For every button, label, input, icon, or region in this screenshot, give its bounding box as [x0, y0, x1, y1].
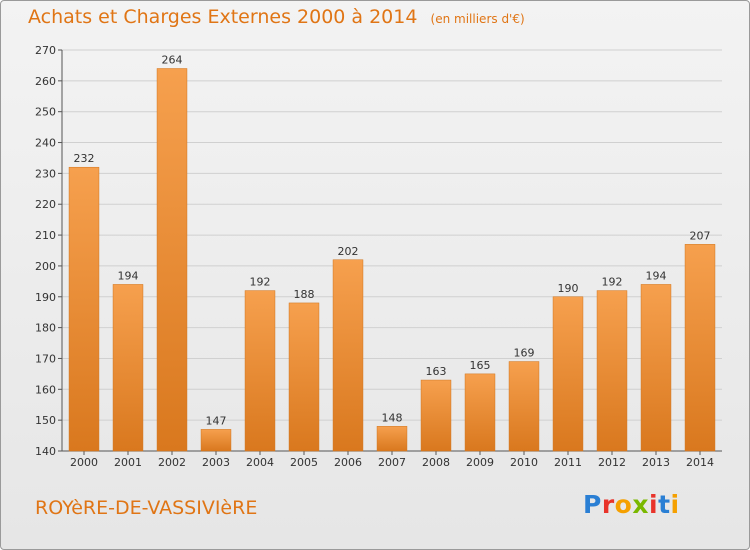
proxiti-logo[interactable]: Proxiti [583, 490, 680, 519]
x-tick-label: 2005 [290, 456, 318, 469]
chart-title-row: Achats et Charges Externes 2000 à 2014 (… [28, 6, 525, 28]
logo-letter: o [614, 490, 633, 519]
y-tick-label: 200 [35, 260, 56, 273]
bar [640, 284, 672, 452]
bar-value-label: 192 [250, 276, 271, 289]
bar-value-label: 192 [602, 276, 623, 289]
y-tick-label: 160 [35, 383, 56, 396]
x-tick-label: 2004 [246, 456, 274, 469]
bar [464, 373, 496, 452]
bar [200, 429, 232, 452]
bar-value-label: 264 [162, 54, 183, 67]
bar-value-label: 169 [514, 347, 535, 360]
y-tick-label: 250 [35, 106, 56, 119]
x-tick-label: 2006 [334, 456, 362, 469]
bar-value-label: 194 [646, 269, 667, 282]
y-tick-label: 230 [35, 167, 56, 180]
logo-letter: i [649, 490, 659, 519]
chart-title: Achats et Charges Externes 2000 à 2014 [28, 6, 418, 28]
y-tick-label: 240 [35, 137, 56, 150]
bar [684, 244, 716, 452]
x-tick-label: 2011 [554, 456, 582, 469]
y-tick-label: 140 [35, 445, 56, 458]
x-tick-label: 2008 [422, 456, 450, 469]
bar-value-label: 165 [470, 359, 491, 372]
place-name: ROYèRE-DE-VASSIVIèRE [35, 497, 258, 519]
bar-value-label: 190 [558, 282, 579, 295]
bar-value-label: 188 [294, 288, 315, 301]
bar [288, 302, 320, 452]
x-tick-label: 2002 [158, 456, 186, 469]
y-tick-label: 260 [35, 75, 56, 88]
bar [552, 296, 584, 452]
bar [68, 166, 100, 452]
y-tick-label: 180 [35, 322, 56, 335]
bar [420, 379, 452, 452]
bar [156, 68, 188, 452]
x-tick-label: 2007 [378, 456, 406, 469]
x-tick-label: 2003 [202, 456, 230, 469]
bar-value-label: 194 [118, 269, 139, 282]
bar [596, 290, 628, 452]
y-tick-label: 210 [35, 229, 56, 242]
bar [508, 361, 540, 452]
chart-subtitle: (en milliers d'€) [430, 12, 525, 26]
y-tick-label: 190 [35, 291, 56, 304]
bar [332, 259, 364, 452]
x-tick-label: 2001 [114, 456, 142, 469]
data-labels: 232 194 264 147 192 188 202 148 163 165 169 190 192 1… [74, 54, 711, 428]
logo-letter: t [658, 490, 671, 519]
logo-letter: x [632, 490, 649, 519]
bar [112, 284, 144, 452]
bar-value-label: 202 [338, 245, 359, 258]
bar-value-label: 147 [206, 414, 227, 427]
x-tick-label: 2009 [466, 456, 494, 469]
bars [68, 68, 716, 452]
logo-letter: P [583, 490, 602, 519]
x-tick-label: 2012 [598, 456, 626, 469]
logo-letter: r [601, 490, 615, 519]
x-tick-label: 2000 [70, 456, 98, 469]
bar-value-label: 148 [382, 411, 403, 424]
x-tick-label: 2013 [642, 456, 670, 469]
bar-value-label: 232 [74, 152, 95, 165]
y-tick-label: 270 [35, 44, 56, 57]
y-tick-label: 170 [35, 352, 56, 365]
x-tick-label: 2014 [686, 456, 714, 469]
x-tick-label: 2010 [510, 456, 538, 469]
y-tick-label: 220 [35, 198, 56, 211]
bar-value-label: 163 [426, 365, 447, 378]
bar [244, 290, 276, 452]
bar-value-label: 207 [690, 229, 711, 242]
y-tick-label: 150 [35, 414, 56, 427]
bar [376, 426, 408, 452]
logo-letter: i [670, 490, 680, 519]
